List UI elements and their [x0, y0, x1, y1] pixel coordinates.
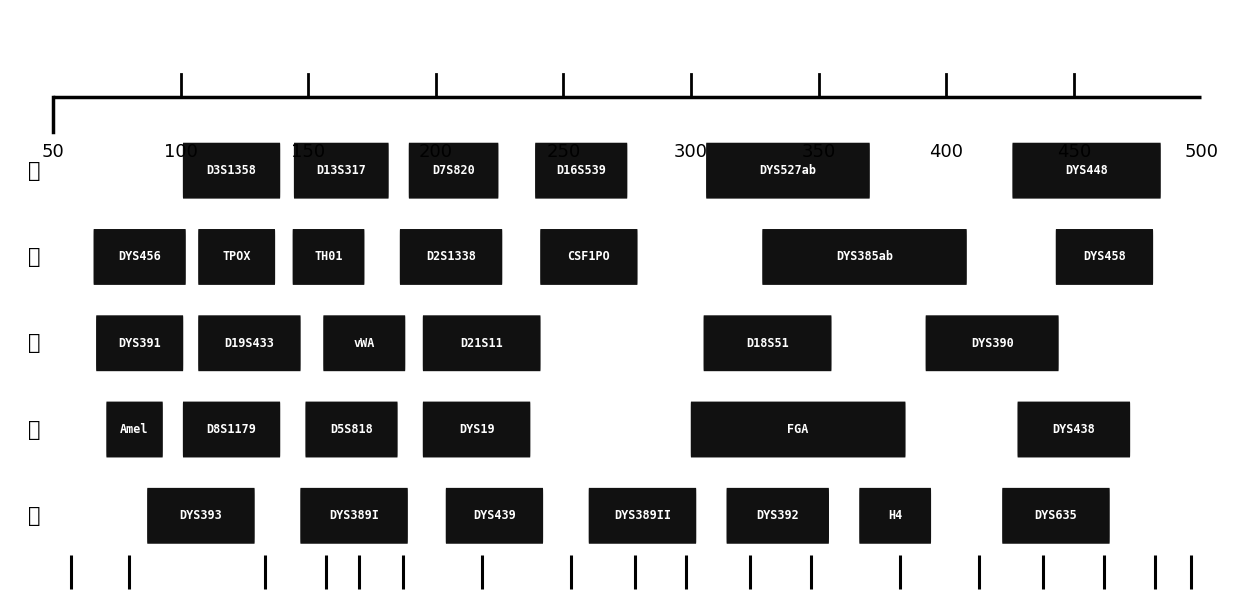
FancyBboxPatch shape	[422, 315, 540, 371]
Text: DYS458: DYS458	[1083, 250, 1126, 263]
FancyBboxPatch shape	[1012, 143, 1161, 199]
FancyBboxPatch shape	[704, 315, 831, 371]
FancyBboxPatch shape	[691, 402, 906, 458]
Text: DYS391: DYS391	[118, 337, 161, 350]
FancyBboxPatch shape	[540, 229, 638, 285]
Text: DYS527ab: DYS527ab	[760, 164, 817, 177]
Text: 250: 250	[546, 143, 581, 161]
Text: CSF1PO: CSF1PO	[567, 250, 611, 263]
Text: H4: H4	[888, 509, 902, 522]
FancyBboxPatch shape	[183, 402, 280, 458]
FancyBboxPatch shape	[183, 143, 280, 199]
Text: DYS389I: DYS389I	[330, 509, 379, 522]
Text: 450: 450	[1057, 143, 1090, 161]
FancyBboxPatch shape	[409, 143, 498, 199]
Text: FGA: FGA	[788, 423, 809, 436]
FancyBboxPatch shape	[726, 488, 829, 544]
FancyBboxPatch shape	[589, 488, 696, 544]
FancyBboxPatch shape	[762, 229, 966, 285]
Text: 紫: 紫	[27, 506, 40, 526]
FancyBboxPatch shape	[859, 488, 930, 544]
Text: 黑: 黑	[27, 333, 40, 353]
Text: D2S1338: D2S1338	[426, 250, 476, 263]
Text: D7S820: D7S820	[432, 164, 475, 177]
FancyBboxPatch shape	[300, 488, 408, 544]
Text: 绿: 绿	[27, 247, 40, 267]
FancyBboxPatch shape	[198, 229, 275, 285]
Text: 500: 500	[1184, 143, 1218, 161]
Text: DYS456: DYS456	[118, 250, 161, 263]
Text: DYS448: DYS448	[1066, 164, 1108, 177]
FancyBboxPatch shape	[1002, 488, 1110, 544]
FancyBboxPatch shape	[107, 402, 162, 458]
FancyBboxPatch shape	[198, 315, 301, 371]
Text: DYS19: DYS19	[458, 423, 494, 436]
Text: 200: 200	[419, 143, 452, 161]
FancyBboxPatch shape	[323, 315, 405, 371]
FancyBboxPatch shape	[422, 402, 530, 458]
Text: D5S818: D5S818	[330, 423, 373, 436]
Text: TPOX: TPOX	[223, 250, 252, 263]
Text: D8S1179: D8S1179	[207, 423, 256, 436]
Text: 50: 50	[42, 143, 64, 161]
FancyBboxPatch shape	[400, 229, 502, 285]
Text: 红: 红	[27, 419, 40, 440]
Text: 150: 150	[291, 143, 325, 161]
FancyBboxPatch shape	[97, 315, 183, 371]
FancyBboxPatch shape	[292, 229, 364, 285]
Text: D19S433: D19S433	[224, 337, 274, 350]
Text: Amel: Amel	[120, 423, 149, 436]
Text: DYS392: DYS392	[756, 509, 799, 522]
Text: 400: 400	[929, 143, 963, 161]
Text: DYS389II: DYS389II	[615, 509, 672, 522]
Text: D13S317: D13S317	[316, 164, 367, 177]
Text: D21S11: D21S11	[461, 337, 503, 350]
Text: DYS385ab: DYS385ab	[836, 250, 893, 263]
Text: D18S51: D18S51	[746, 337, 789, 350]
FancyBboxPatch shape	[1017, 402, 1130, 458]
Text: DYS439: DYS439	[473, 509, 515, 522]
FancyBboxPatch shape	[294, 143, 389, 199]
Text: DYS390: DYS390	[971, 337, 1014, 350]
FancyBboxPatch shape	[147, 488, 255, 544]
Text: 350: 350	[802, 143, 836, 161]
Text: DYS393: DYS393	[180, 509, 222, 522]
Text: vWA: vWA	[353, 337, 375, 350]
FancyBboxPatch shape	[926, 315, 1058, 371]
FancyBboxPatch shape	[706, 143, 870, 199]
FancyBboxPatch shape	[1056, 229, 1154, 285]
Text: DYS635: DYS635	[1035, 509, 1078, 522]
Text: D3S1358: D3S1358	[207, 164, 256, 177]
FancyBboxPatch shape	[446, 488, 543, 544]
Text: DYS438: DYS438	[1052, 423, 1095, 436]
Text: D16S539: D16S539	[556, 164, 606, 177]
Text: 蓝: 蓝	[27, 161, 40, 181]
Text: 300: 300	[674, 143, 707, 161]
Text: 100: 100	[164, 143, 197, 161]
FancyBboxPatch shape	[93, 229, 186, 285]
FancyBboxPatch shape	[305, 402, 398, 458]
FancyBboxPatch shape	[535, 143, 627, 199]
Text: TH01: TH01	[315, 250, 343, 263]
